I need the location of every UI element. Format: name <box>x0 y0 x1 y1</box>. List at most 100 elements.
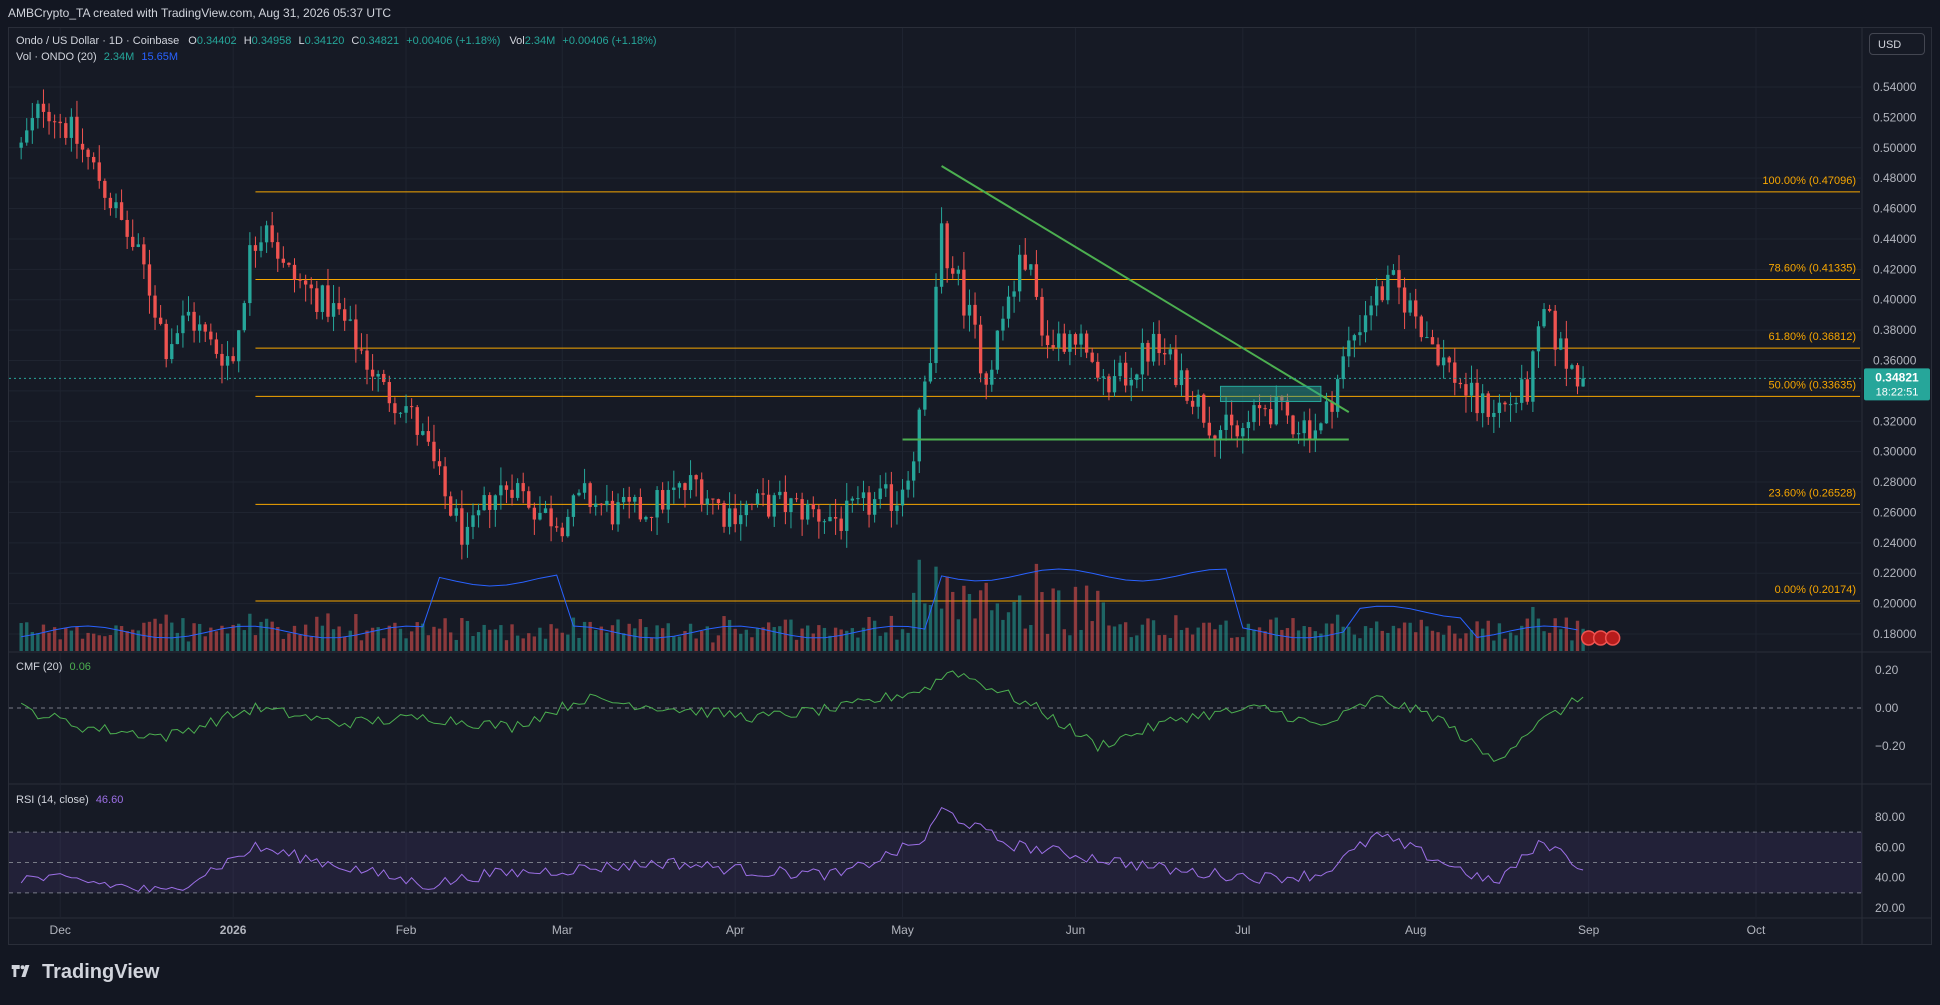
candle-body <box>181 315 185 334</box>
candle-body <box>1302 420 1306 434</box>
volume-bar <box>1341 626 1345 651</box>
volume-bar <box>850 628 854 651</box>
volume-bar <box>833 627 838 651</box>
candle-body <box>571 495 576 517</box>
volume-bar <box>1190 634 1195 651</box>
volume-bar <box>225 633 230 651</box>
volume-bar <box>1246 623 1251 651</box>
price-tick-label: 0.36000 <box>1873 354 1917 368</box>
rsi-value: 46.60 <box>95 794 124 806</box>
volume-bar <box>1006 612 1011 651</box>
candle-body <box>1157 333 1161 354</box>
volume-bar <box>1034 563 1039 651</box>
event-marker-icon <box>1604 630 1621 646</box>
volume-bar <box>376 627 380 651</box>
candle-body <box>36 103 40 119</box>
time-tick-label: Feb <box>396 923 417 937</box>
candle-body <box>1308 420 1312 441</box>
chart-frame[interactable] <box>8 27 1932 945</box>
candle-body <box>1441 357 1446 366</box>
candle-body <box>504 485 509 490</box>
candle-body <box>103 180 107 198</box>
candle-body <box>92 156 96 163</box>
volume-bar <box>872 620 877 651</box>
candle-body <box>856 498 860 500</box>
candle-body <box>382 373 386 383</box>
volume-bar <box>1207 622 1212 651</box>
volume-bar <box>1575 620 1580 651</box>
candle-body <box>1514 402 1518 405</box>
candle-body <box>1486 393 1490 417</box>
volume-bar <box>750 637 754 651</box>
candle-body <box>1414 300 1418 317</box>
candle-body <box>1146 342 1150 362</box>
volume-bar <box>956 619 960 651</box>
volume-bar <box>861 627 866 651</box>
volume-bar <box>660 628 665 651</box>
volume-bar <box>1547 632 1552 651</box>
volume-bar <box>889 615 894 651</box>
candle-body <box>343 309 347 321</box>
volume-bar <box>811 633 815 651</box>
currency-button[interactable]: USD <box>1869 33 1925 55</box>
volume-bar <box>1163 634 1167 651</box>
volume-bar <box>727 619 732 651</box>
candle-body <box>108 197 113 209</box>
volume-bar <box>80 638 85 651</box>
fib-label: 0.00% (0.20174) <box>1775 584 1856 596</box>
candle-body <box>700 479 704 505</box>
candle-body <box>1335 379 1340 412</box>
price-tick-label: 0.42000 <box>1873 262 1917 276</box>
chart-caption: AMBCrypto_TA created with TradingView.co… <box>8 6 392 20</box>
candle-body <box>828 517 832 522</box>
cmf-label: CMF (20) <box>16 661 63 673</box>
volume-bar <box>264 618 269 651</box>
candle-body <box>242 303 246 331</box>
candle-body <box>119 202 124 220</box>
volume-bar <box>253 635 258 651</box>
volume-bar <box>1497 623 1502 651</box>
candle-body <box>493 495 497 510</box>
candle-body <box>326 285 330 317</box>
volume-bar <box>114 625 118 651</box>
candle-body <box>1497 402 1502 413</box>
time-tick-label: Apr <box>726 923 745 937</box>
candle-body <box>772 495 776 517</box>
volume-bar <box>1029 625 1033 651</box>
candle-body <box>1029 264 1033 270</box>
cmf-tick-label: −0.20 <box>1875 739 1906 753</box>
volume-bar <box>231 624 235 651</box>
volume-bar <box>610 625 615 651</box>
candle-body <box>538 512 542 520</box>
volume-bar <box>755 628 760 651</box>
volume-bar <box>1018 595 1022 651</box>
candle-body <box>1397 270 1401 288</box>
candle-body <box>582 483 587 493</box>
candle-body <box>1380 286 1384 301</box>
fib-label: 78.60% (0.41335) <box>1769 262 1856 274</box>
main-legend[interactable]: Ondo / US Dollar · 1D · Coinbase O0.3440… <box>16 35 657 47</box>
volume-bar <box>543 638 548 651</box>
candle-body <box>1040 296 1044 336</box>
volume-bar <box>1536 618 1541 651</box>
volume-bar <box>292 625 297 651</box>
volume-bar <box>984 582 988 651</box>
rsi-legend[interactable]: RSI (14, close) 46.60 <box>16 794 123 806</box>
candle-body <box>1218 430 1223 441</box>
candle-body <box>1263 408 1267 410</box>
candle-body <box>934 286 938 364</box>
candle-body <box>1163 353 1167 355</box>
brand[interactable]: TradingView <box>10 961 159 984</box>
volume-bar <box>577 637 581 651</box>
candle-body <box>1107 376 1111 393</box>
rsi-tick-label: 40.00 <box>1875 871 1905 885</box>
candle-body <box>1151 333 1156 362</box>
candle-body <box>287 262 291 265</box>
volume-bar <box>1202 622 1206 651</box>
candle-body <box>476 510 481 516</box>
volume-bar <box>733 628 737 651</box>
candle-body <box>744 504 749 516</box>
cmf-legend[interactable]: CMF (20) 0.06 <box>16 661 91 673</box>
volume-legend[interactable]: Vol · ONDO (20) 2.34M 15.65M <box>16 51 178 63</box>
